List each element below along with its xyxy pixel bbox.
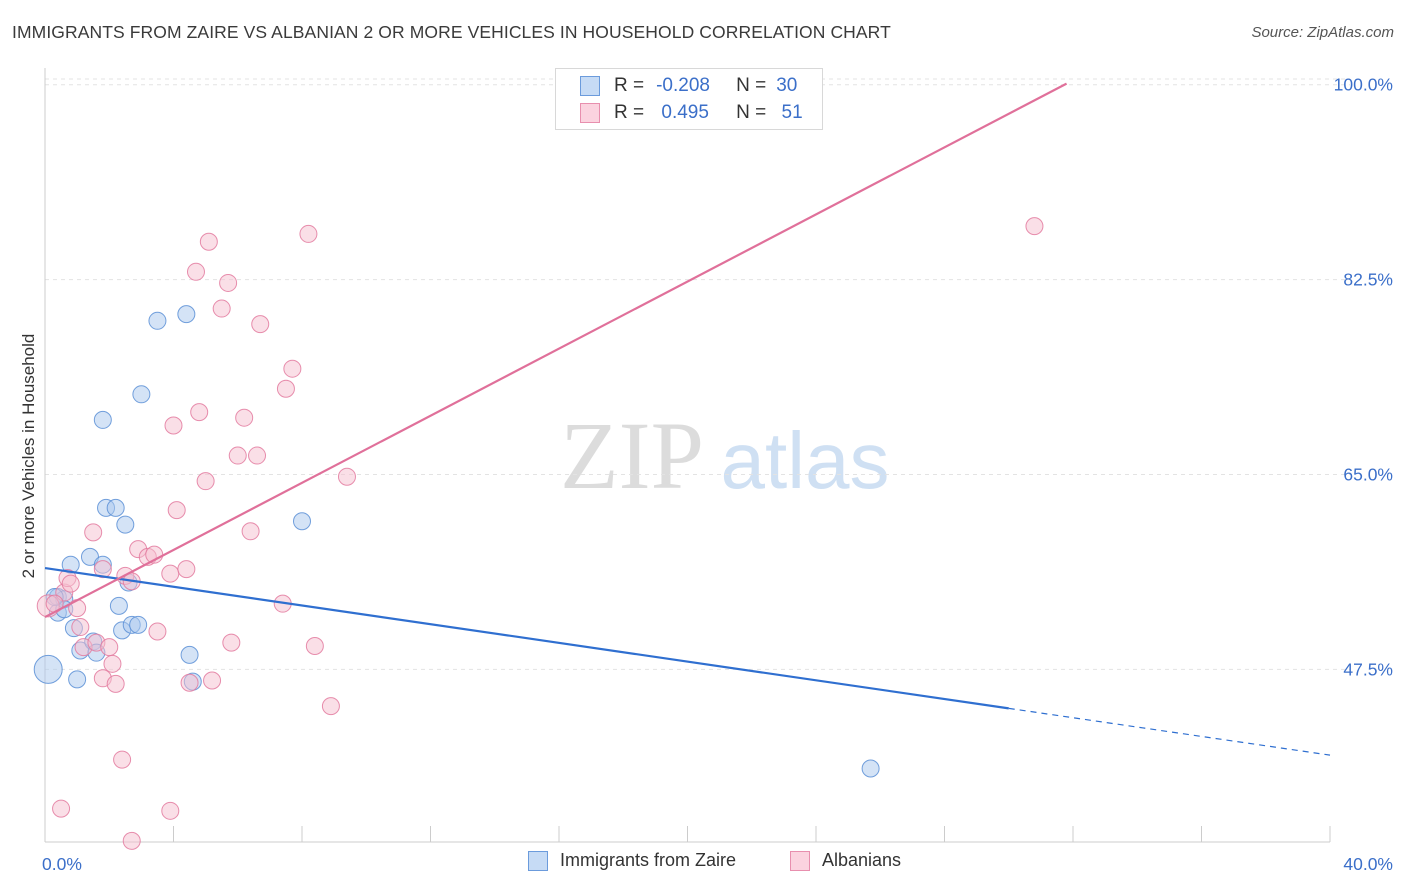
- point-albanians: [190, 403, 209, 422]
- point-albanians: [196, 472, 215, 491]
- tick-labels: 47.5% 65.0% 82.5% 100.0% 0.0% 40.0%: [42, 75, 1393, 874]
- point-zaire: [109, 596, 128, 615]
- point-albanians: [164, 416, 183, 435]
- trend-line-zaire: [44, 566, 1009, 710]
- legend-r-value: -0.208: [656, 75, 710, 96]
- point-zaire: [116, 515, 135, 534]
- trend-line-albanians: [44, 82, 1068, 619]
- point-albanians: [84, 523, 103, 542]
- point-albanians: [212, 299, 231, 318]
- point-albanians: [161, 564, 180, 583]
- point-albanians: [199, 232, 218, 251]
- series-legend: Immigrants from Zaire Albanians: [0, 850, 1406, 880]
- point-albanians: [228, 446, 247, 465]
- point-albanians: [93, 560, 112, 579]
- point-zaire: [132, 385, 151, 404]
- point-albanians: [180, 673, 199, 692]
- correlation-legend: R = -0.208 N = 30 R = 0.495 N = 51: [555, 68, 823, 130]
- point-albanians: [1025, 217, 1044, 236]
- legend-row-zaire: R = -0.208 N = 30: [580, 73, 797, 99]
- watermark: ZIP atlas: [560, 402, 889, 509]
- x-tick-label: 40.0%: [1343, 854, 1393, 874]
- point-albanians: [148, 622, 167, 641]
- data-points: [33, 217, 1044, 850]
- gridlines: [45, 78, 1350, 670]
- point-zaire: [68, 670, 87, 689]
- legend-row-albanians: R = 0.495 N = 51: [580, 100, 803, 126]
- trend-line-zaire-extension: [1008, 707, 1331, 756]
- point-albanians: [161, 801, 180, 820]
- legend-swatch-zaire: [528, 850, 548, 871]
- point-zaire: [177, 305, 196, 324]
- y-tick-label: 65.0%: [1343, 464, 1393, 484]
- legend-swatch-albanians: [580, 103, 600, 123]
- point-albanians: [61, 574, 80, 593]
- point-albanians: [337, 467, 356, 486]
- legend-label-zaire: Immigrants from Zaire: [560, 850, 737, 870]
- point-zaire: [93, 410, 112, 429]
- chart-title: IMMIGRANTS FROM ZAIRE VS ALBANIAN 2 OR M…: [12, 22, 891, 42]
- point-albanians: [276, 379, 295, 398]
- point-albanians: [71, 618, 90, 637]
- point-zaire: [106, 498, 125, 517]
- legend-n-label: N =: [736, 102, 767, 123]
- point-albanians: [305, 636, 324, 655]
- point-albanians: [186, 262, 205, 281]
- point-albanians: [299, 224, 318, 243]
- point-albanians: [106, 674, 125, 693]
- point-zaire: [180, 645, 199, 664]
- point-albanians: [113, 750, 132, 769]
- point-albanians: [52, 799, 71, 818]
- legend-swatch-albanians: [790, 850, 810, 871]
- axes: [44, 68, 1331, 843]
- point-zaire: [293, 512, 311, 531]
- point-albanians: [251, 315, 270, 334]
- legend-n-value: 30: [776, 75, 798, 96]
- y-tick-label: 100.0%: [1334, 75, 1393, 95]
- point-albanians: [167, 501, 186, 520]
- point-albanians: [203, 671, 222, 690]
- chart-source: Source: ZipAtlas.com: [1251, 24, 1394, 41]
- legend-item-albanians[interactable]: Albanians: [790, 850, 901, 871]
- point-albanians: [222, 633, 241, 652]
- point-albanians: [103, 654, 122, 673]
- point-zaire: [148, 311, 167, 330]
- legend-r-label: R =: [614, 75, 645, 96]
- legend-n-value: 51: [776, 102, 803, 123]
- legend-n-label: N =: [736, 75, 767, 96]
- legend-r-value: 0.495: [656, 102, 709, 123]
- y-axis-label: 2 or more Vehicles in Household: [19, 334, 38, 579]
- point-albanians: [241, 522, 260, 541]
- y-tick-label: 47.5%: [1343, 659, 1393, 679]
- point-zaire: [129, 615, 148, 634]
- point-albanians: [248, 446, 267, 465]
- point-zaire: [33, 654, 63, 684]
- point-albanians: [122, 831, 141, 850]
- point-albanians: [100, 638, 119, 657]
- point-albanians: [177, 560, 196, 579]
- point-albanians: [219, 273, 238, 292]
- trend-lines: [44, 82, 1331, 756]
- legend-label-albanians: Albanians: [822, 850, 902, 870]
- legend-swatch-zaire: [580, 76, 600, 96]
- legend-item-zaire[interactable]: Immigrants from Zaire: [528, 850, 736, 871]
- watermark-zip: ZIP: [560, 402, 704, 509]
- point-albanians: [283, 359, 302, 378]
- y-tick-label: 82.5%: [1343, 270, 1393, 290]
- point-albanians: [235, 408, 254, 427]
- watermark-atlas: atlas: [721, 416, 890, 505]
- x-tick-label: 0.0%: [42, 854, 82, 874]
- point-albanians: [321, 697, 340, 716]
- legend-r-label: R =: [614, 102, 645, 123]
- point-zaire: [861, 759, 880, 778]
